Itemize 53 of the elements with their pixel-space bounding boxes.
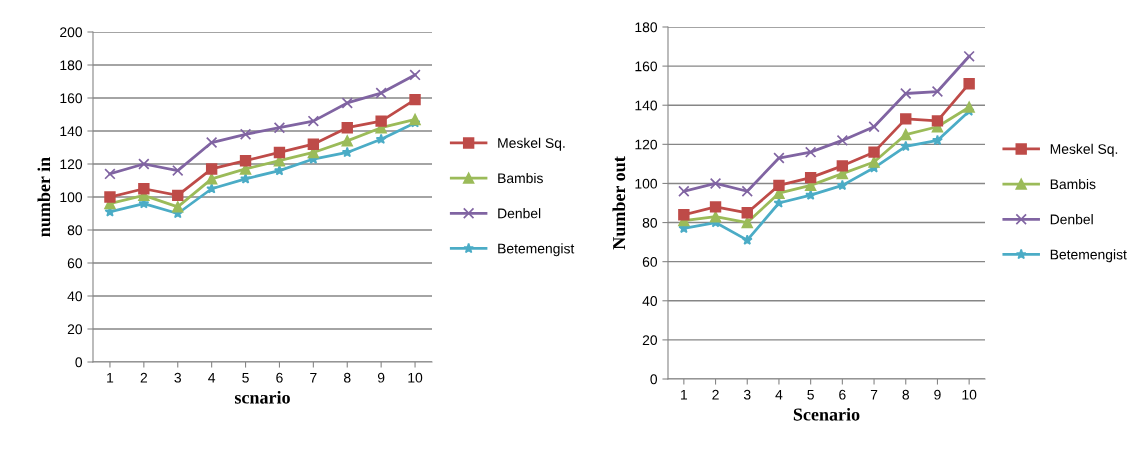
x-tick-label: 7 bbox=[870, 389, 878, 400]
x-tick-label: 5 bbox=[807, 389, 814, 400]
x-tick-label: 6 bbox=[839, 389, 846, 400]
y-tick-label: 0 bbox=[650, 374, 658, 385]
x-tick-label: 5 bbox=[242, 372, 249, 383]
y-tick-label: 40 bbox=[642, 296, 658, 306]
y-tick-label: 20 bbox=[642, 335, 658, 346]
legend-label: Meskel Sq. bbox=[498, 137, 565, 151]
x-tick-label: 10 bbox=[962, 389, 977, 400]
x-tick-label: 4 bbox=[208, 372, 216, 383]
y-tick-label: 140 bbox=[60, 126, 83, 137]
y-tick-label: 120 bbox=[60, 159, 83, 170]
y-tick-label: 40 bbox=[67, 291, 83, 302]
x-tick-label: 3 bbox=[174, 372, 181, 383]
y-tick-label: 60 bbox=[67, 258, 83, 269]
y-tick-label: 60 bbox=[642, 257, 658, 267]
x-tick-label: 2 bbox=[140, 372, 148, 383]
x-tick-label: 8 bbox=[343, 372, 351, 383]
y-tick-label: 0 bbox=[75, 357, 83, 368]
y-tick-label: 140 bbox=[635, 100, 658, 111]
legend-label: Bambis bbox=[1050, 178, 1096, 190]
x-tick-label: 1 bbox=[681, 389, 688, 400]
x-tick-label: 6 bbox=[276, 372, 283, 383]
x-tick-label: 9 bbox=[377, 372, 385, 383]
x-tick-label: 3 bbox=[743, 389, 751, 400]
x-tick-label: 8 bbox=[902, 389, 910, 400]
legend-label: Denbel bbox=[1050, 214, 1093, 225]
legend-label: Bambis bbox=[498, 172, 543, 184]
y-tick-label: 180 bbox=[60, 60, 83, 71]
y-tick-label: 80 bbox=[67, 225, 83, 236]
y-tick-label: 100 bbox=[60, 192, 83, 203]
y-axis-title: number in bbox=[37, 157, 51, 237]
y-tick-label: 120 bbox=[635, 139, 658, 150]
y-tick-label: 80 bbox=[642, 217, 658, 228]
legend-label: Betemengist bbox=[1050, 249, 1127, 263]
x-tick-label: 1 bbox=[107, 372, 114, 383]
y-axis-title: Number out bbox=[612, 156, 626, 250]
y-tick-label: 160 bbox=[60, 93, 83, 104]
y-tick-label: 160 bbox=[635, 61, 658, 72]
x-tick-label: 7 bbox=[310, 372, 317, 383]
y-tick-label: 180 bbox=[635, 22, 658, 33]
x-tick-label: 9 bbox=[934, 389, 941, 400]
x-tick-label: 10 bbox=[408, 372, 423, 383]
y-tick-label: 100 bbox=[635, 178, 658, 189]
legend-label: Betemengist bbox=[498, 243, 575, 257]
y-tick-label: 20 bbox=[67, 324, 83, 335]
y-tick-label: 200 bbox=[60, 27, 83, 38]
x-axis-title: scnario bbox=[234, 390, 290, 404]
x-tick-label: 4 bbox=[775, 389, 783, 400]
x-tick-label: 2 bbox=[712, 389, 719, 400]
legend-label: Meskel Sq. bbox=[1050, 143, 1118, 157]
legend-label: Denbel bbox=[498, 208, 541, 219]
x-axis-title: Scenario bbox=[793, 407, 860, 421]
